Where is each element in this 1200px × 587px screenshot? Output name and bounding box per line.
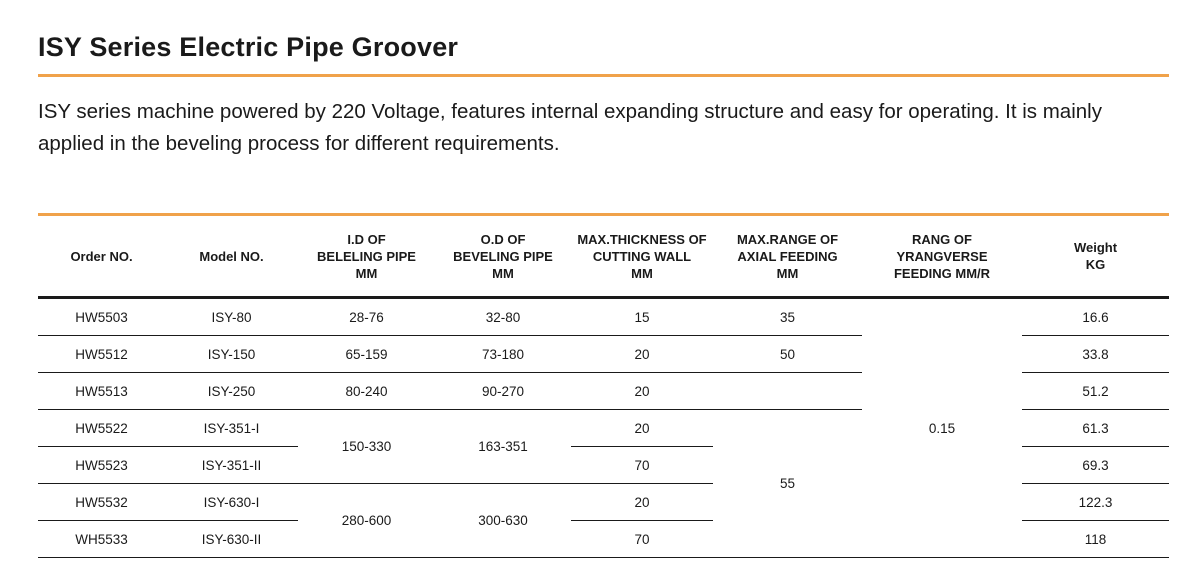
axial-range-header-line: AXIAL FEEDING [737, 248, 838, 264]
id-cell: 80-240 [345, 383, 388, 399]
model-cell: ISY-630-II [165, 520, 298, 558]
order-cell: HW5532 [38, 483, 165, 521]
transverse-feeding-header-line: FEEDING MM/R [893, 265, 991, 281]
order-no-header-line: Order NO. [70, 248, 133, 264]
order-cell: HW5513 [75, 383, 128, 399]
thickness-header-line: CUTTING WALL [592, 248, 692, 264]
id-header-line: I.D OF [347, 231, 386, 247]
description: ISY series machine powered by 220 Voltag… [38, 100, 1102, 155]
model-cell: ISY-80 [211, 309, 252, 325]
order-cell: WH5533 [38, 520, 165, 558]
model-cell: ISY-351-I [165, 409, 298, 447]
spec-table: Order NO. Model NO. I.D OF BELELING PIPE MM O… [38, 216, 1169, 558]
model-cell: ISY-630-I [165, 483, 298, 521]
od-cell: 73-180 [481, 346, 525, 362]
axial-range-header-line: MM [776, 265, 799, 281]
od-cell: 32-80 [485, 309, 521, 325]
od-header-line: BEVELING PIPE [453, 248, 553, 264]
id-cell: 280-600 [298, 483, 435, 558]
weight-cell: 33.8 [1082, 346, 1109, 362]
page-title: ISY Series Electric Pipe Groover [38, 32, 459, 62]
model-cell: ISY-250 [207, 383, 256, 399]
order-cell: HW5522 [38, 409, 165, 447]
weight-header: Weight KG [1022, 216, 1169, 298]
id-cell: 65-159 [345, 346, 388, 362]
axial-cell [713, 373, 862, 410]
axial-range-header-line: MAX.RANGE OF [736, 231, 839, 247]
weight-cell: 51.2 [1082, 383, 1109, 399]
weight-cell: 69.3 [1022, 446, 1169, 484]
table-header-row: Order NO. Model NO. I.D OF BELELING PIPE MM O… [38, 216, 1169, 298]
thickness-cell: 20 [634, 383, 650, 399]
thickness-header: MAX.THICKNESS OF CUTTING WALL MM [571, 216, 713, 298]
od-header: O.D OF BEVELING PIPE MM [435, 216, 571, 298]
axial-cell: 35 [779, 309, 796, 325]
axial-cell: 55 [713, 409, 862, 558]
title-divider [38, 74, 1169, 77]
thickness-cell: 70 [571, 446, 713, 484]
weight-cell: 122.3 [1022, 483, 1169, 521]
id-header-line: BELELING PIPE [317, 248, 416, 264]
axial-cell: 50 [779, 346, 796, 362]
thickness-cell: 20 [571, 483, 713, 521]
order-cell: HW5503 [75, 309, 128, 325]
transverse-feeding-cell: 0.15 [862, 297, 1022, 558]
thickness-header-line: MAX.THICKNESS OF [577, 231, 707, 247]
order-cell: HW5523 [38, 446, 165, 484]
od-cell: 90-270 [481, 383, 525, 399]
order-cell: HW5512 [75, 346, 128, 362]
thickness-cell: 70 [571, 520, 713, 558]
model-no-header: Model NO. [165, 216, 298, 298]
id-header-line: MM [355, 265, 378, 281]
thickness-cell: 20 [571, 409, 713, 447]
weight-header-line: KG [1085, 257, 1106, 272]
table-top-divider [38, 213, 1169, 216]
transverse-feeding-header: RANG OF YRANGVERSE FEEDING MM/R [862, 216, 1022, 298]
id-cell: 150-330 [298, 409, 435, 484]
model-cell: ISY-351-II [165, 446, 298, 484]
id-header: I.D OF BELELING PIPE MM [298, 216, 435, 298]
id-cell: 28-76 [349, 309, 384, 325]
od-cell: 163-351 [435, 409, 571, 484]
order-no-header: Order NO. [38, 216, 165, 298]
axial-range-header: MAX.RANGE OF AXIAL FEEDING MM [713, 216, 862, 298]
thickness-cell: 20 [634, 346, 650, 362]
od-header-line: O.D OF [480, 231, 526, 247]
weight-cell: 16.6 [1082, 309, 1109, 325]
od-cell: 300-630 [435, 483, 571, 558]
thickness-cell: 15 [634, 309, 650, 325]
weight-cell: 61.3 [1022, 409, 1169, 447]
model-no-header-line: Model NO. [199, 248, 264, 264]
od-header-line: MM [492, 265, 514, 281]
weight-cell: 118 [1022, 520, 1169, 558]
model-cell: ISY-150 [207, 346, 256, 362]
weight-header-line: Weight [1073, 240, 1118, 255]
transverse-feeding-header-line: RANG OF YRANGVERSE [896, 231, 988, 264]
thickness-header-line: MM [631, 265, 653, 281]
